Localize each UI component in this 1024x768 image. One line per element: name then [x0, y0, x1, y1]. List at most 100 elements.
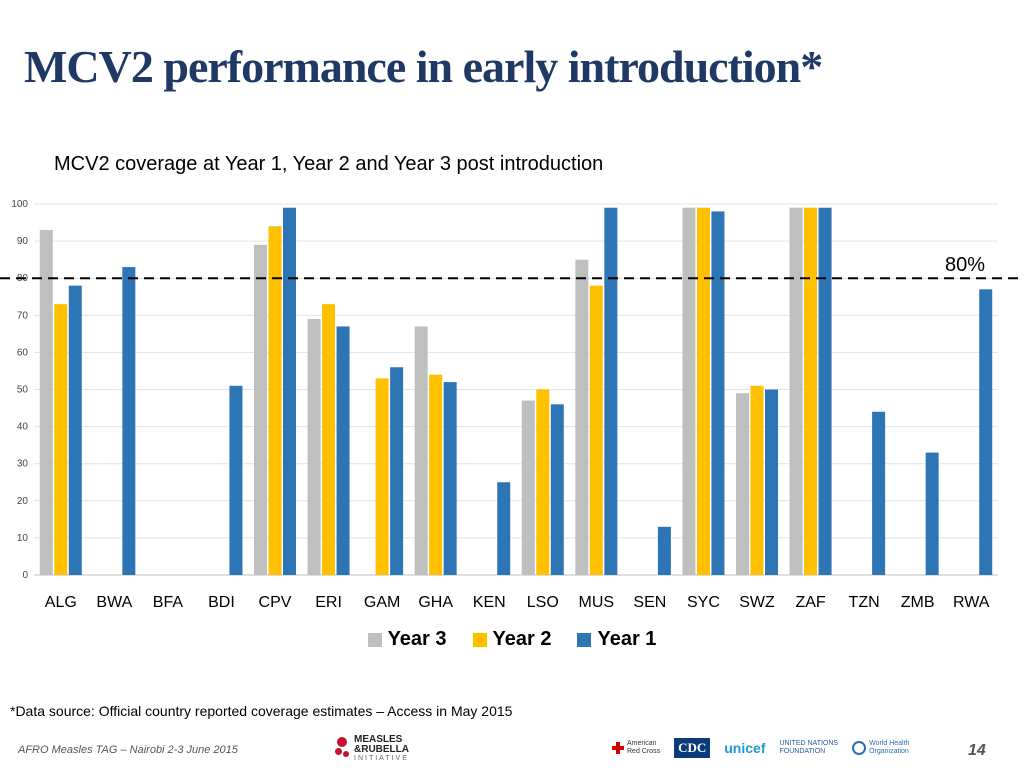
- bar-gam-year2: [375, 378, 389, 575]
- who-logo-line1: World Health: [869, 740, 910, 747]
- bar-tzn-year1: [872, 411, 886, 575]
- legend-item-year3: Year 3: [367, 628, 447, 651]
- bar-rwa-year1: [979, 289, 993, 575]
- bar-zaf-year1: [818, 207, 832, 575]
- x-category-label: ZMB: [901, 594, 935, 611]
- bar-gha-year2: [429, 374, 443, 575]
- bar-alg-year2: [54, 304, 68, 575]
- bar-syc-year2: [696, 207, 710, 575]
- target-80-label: 80%: [945, 254, 985, 276]
- legend-swatch-year3: [367, 632, 382, 647]
- mri-logo-line3: INITIATIVE: [354, 755, 409, 762]
- unf-logo-line1: UNITED NATIONS: [779, 740, 839, 747]
- page-number: 14: [968, 742, 986, 759]
- bar-zaf-year2: [804, 207, 818, 575]
- unf-logo-line2: FOUNDATION: [779, 748, 826, 755]
- y-tick-label: 0: [22, 570, 28, 581]
- who-globe-icon: [852, 741, 867, 755]
- who-logo: World Health Organization: [852, 740, 909, 756]
- bar-zaf-year3: [789, 207, 803, 575]
- x-category-label: TZN: [849, 594, 880, 611]
- slide-title: MCV2 performance in early introduction*: [24, 41, 823, 92]
- red-cross-icon: [612, 742, 624, 754]
- bar-eri-year2: [322, 304, 336, 575]
- y-tick-label: 10: [17, 533, 29, 544]
- mri-logo-line1: MEASLES: [354, 734, 403, 745]
- bar-gam-year1: [390, 367, 404, 575]
- coverage-bar-chart: 0102030405060708090100ALGBWABFABDICPVERI…: [0, 199, 1024, 611]
- measles-rubella-initiative-logo: MEASLES &RUBELLA INITIATIVE: [335, 735, 409, 762]
- bar-gha-year1: [443, 382, 457, 575]
- bar-cpv-year3: [254, 244, 267, 575]
- x-category-label: BDI: [208, 594, 235, 611]
- x-category-label: RWA: [953, 594, 990, 611]
- bar-syc-year3: [682, 207, 696, 575]
- legend-item-year1: Year 1: [577, 628, 656, 651]
- bar-bwa-year1: [122, 267, 136, 575]
- legend-item-year2: Year 2: [472, 628, 552, 651]
- bar-alg-year1: [68, 285, 82, 575]
- x-category-label: MUS: [579, 594, 615, 611]
- bar-lso-year1: [550, 404, 564, 575]
- x-category-label: LSO: [527, 594, 559, 611]
- y-tick-label: 50: [17, 385, 29, 396]
- bar-cpv-year2: [268, 226, 282, 575]
- legend-swatch-year1: [577, 632, 592, 647]
- y-tick-label: 70: [17, 310, 29, 321]
- who-logo-line2: Organization: [869, 748, 909, 755]
- bar-mus-year2: [589, 285, 603, 575]
- x-category-label: BFA: [153, 594, 184, 611]
- arc-logo-line1: American: [627, 740, 657, 747]
- legend-swatch-year2: [472, 632, 487, 647]
- mri-logo-line2: &RUBELLA: [354, 744, 409, 755]
- y-tick-label: 90: [17, 236, 29, 247]
- chart-title: MCV2 coverage at Year 1, Year 2 and Year…: [54, 153, 604, 175]
- legend-label-year3: Year 3: [387, 628, 447, 650]
- x-category-label: BWA: [96, 594, 132, 611]
- x-category-label: SYC: [687, 594, 720, 611]
- legend-label-year2: Year 2: [492, 628, 552, 650]
- x-category-label: ERI: [315, 594, 342, 611]
- y-tick-label: 60: [17, 347, 29, 358]
- bar-mus-year1: [604, 207, 618, 575]
- x-category-label: GAM: [364, 594, 400, 611]
- y-tick-label: 40: [17, 422, 29, 433]
- mri-dots-icon: [335, 736, 349, 761]
- y-tick-label: 100: [11, 199, 28, 210]
- bar-alg-year3: [39, 229, 53, 575]
- y-tick-label: 30: [17, 459, 29, 470]
- x-category-label: ZAF: [795, 594, 825, 611]
- bar-zmb-year1: [925, 452, 939, 575]
- unicef-logo: unicef: [724, 740, 766, 756]
- american-red-cross-logo: American Red Cross: [612, 740, 660, 756]
- bar-eri-year3: [307, 319, 321, 575]
- cdc-logo: CDC: [674, 738, 711, 758]
- bar-syc-year1: [711, 211, 725, 576]
- bar-mus-year3: [575, 259, 589, 575]
- bar-bdi-year1: [229, 385, 243, 575]
- x-category-label: KEN: [473, 594, 506, 611]
- bar-swz-year3: [736, 393, 749, 575]
- data-source-note: *Data source: Official country reported …: [10, 703, 513, 719]
- x-category-label: ALG: [45, 594, 77, 611]
- bar-swz-year1: [765, 389, 778, 575]
- partner-logos: American Red Cross CDC unicef UNITED NAT…: [612, 738, 909, 758]
- footer-event-text: AFRO Measles TAG – Nairobi 2-3 June 2015: [18, 744, 238, 756]
- bar-cpv-year1: [283, 207, 296, 575]
- bar-lso-year2: [536, 389, 550, 575]
- bar-ken-year1: [497, 482, 511, 575]
- x-category-label: SWZ: [739, 594, 775, 611]
- bar-sen-year1: [657, 526, 671, 575]
- bar-gha-year3: [414, 326, 428, 575]
- legend-label-year1: Year 1: [597, 628, 657, 650]
- y-tick-label: 20: [17, 496, 29, 507]
- un-foundation-logo: UNITED NATIONS FOUNDATION: [779, 740, 838, 756]
- bar-eri-year1: [336, 326, 350, 575]
- x-category-label: SEN: [633, 594, 666, 611]
- chart-legend: Year 3 Year 2 Year 1: [0, 628, 1024, 651]
- arc-logo-line2: Red Cross: [627, 748, 661, 755]
- x-category-label: GHA: [418, 594, 453, 611]
- x-category-label: CPV: [259, 594, 292, 611]
- bar-lso-year3: [521, 400, 535, 575]
- bar-swz-year2: [750, 385, 764, 575]
